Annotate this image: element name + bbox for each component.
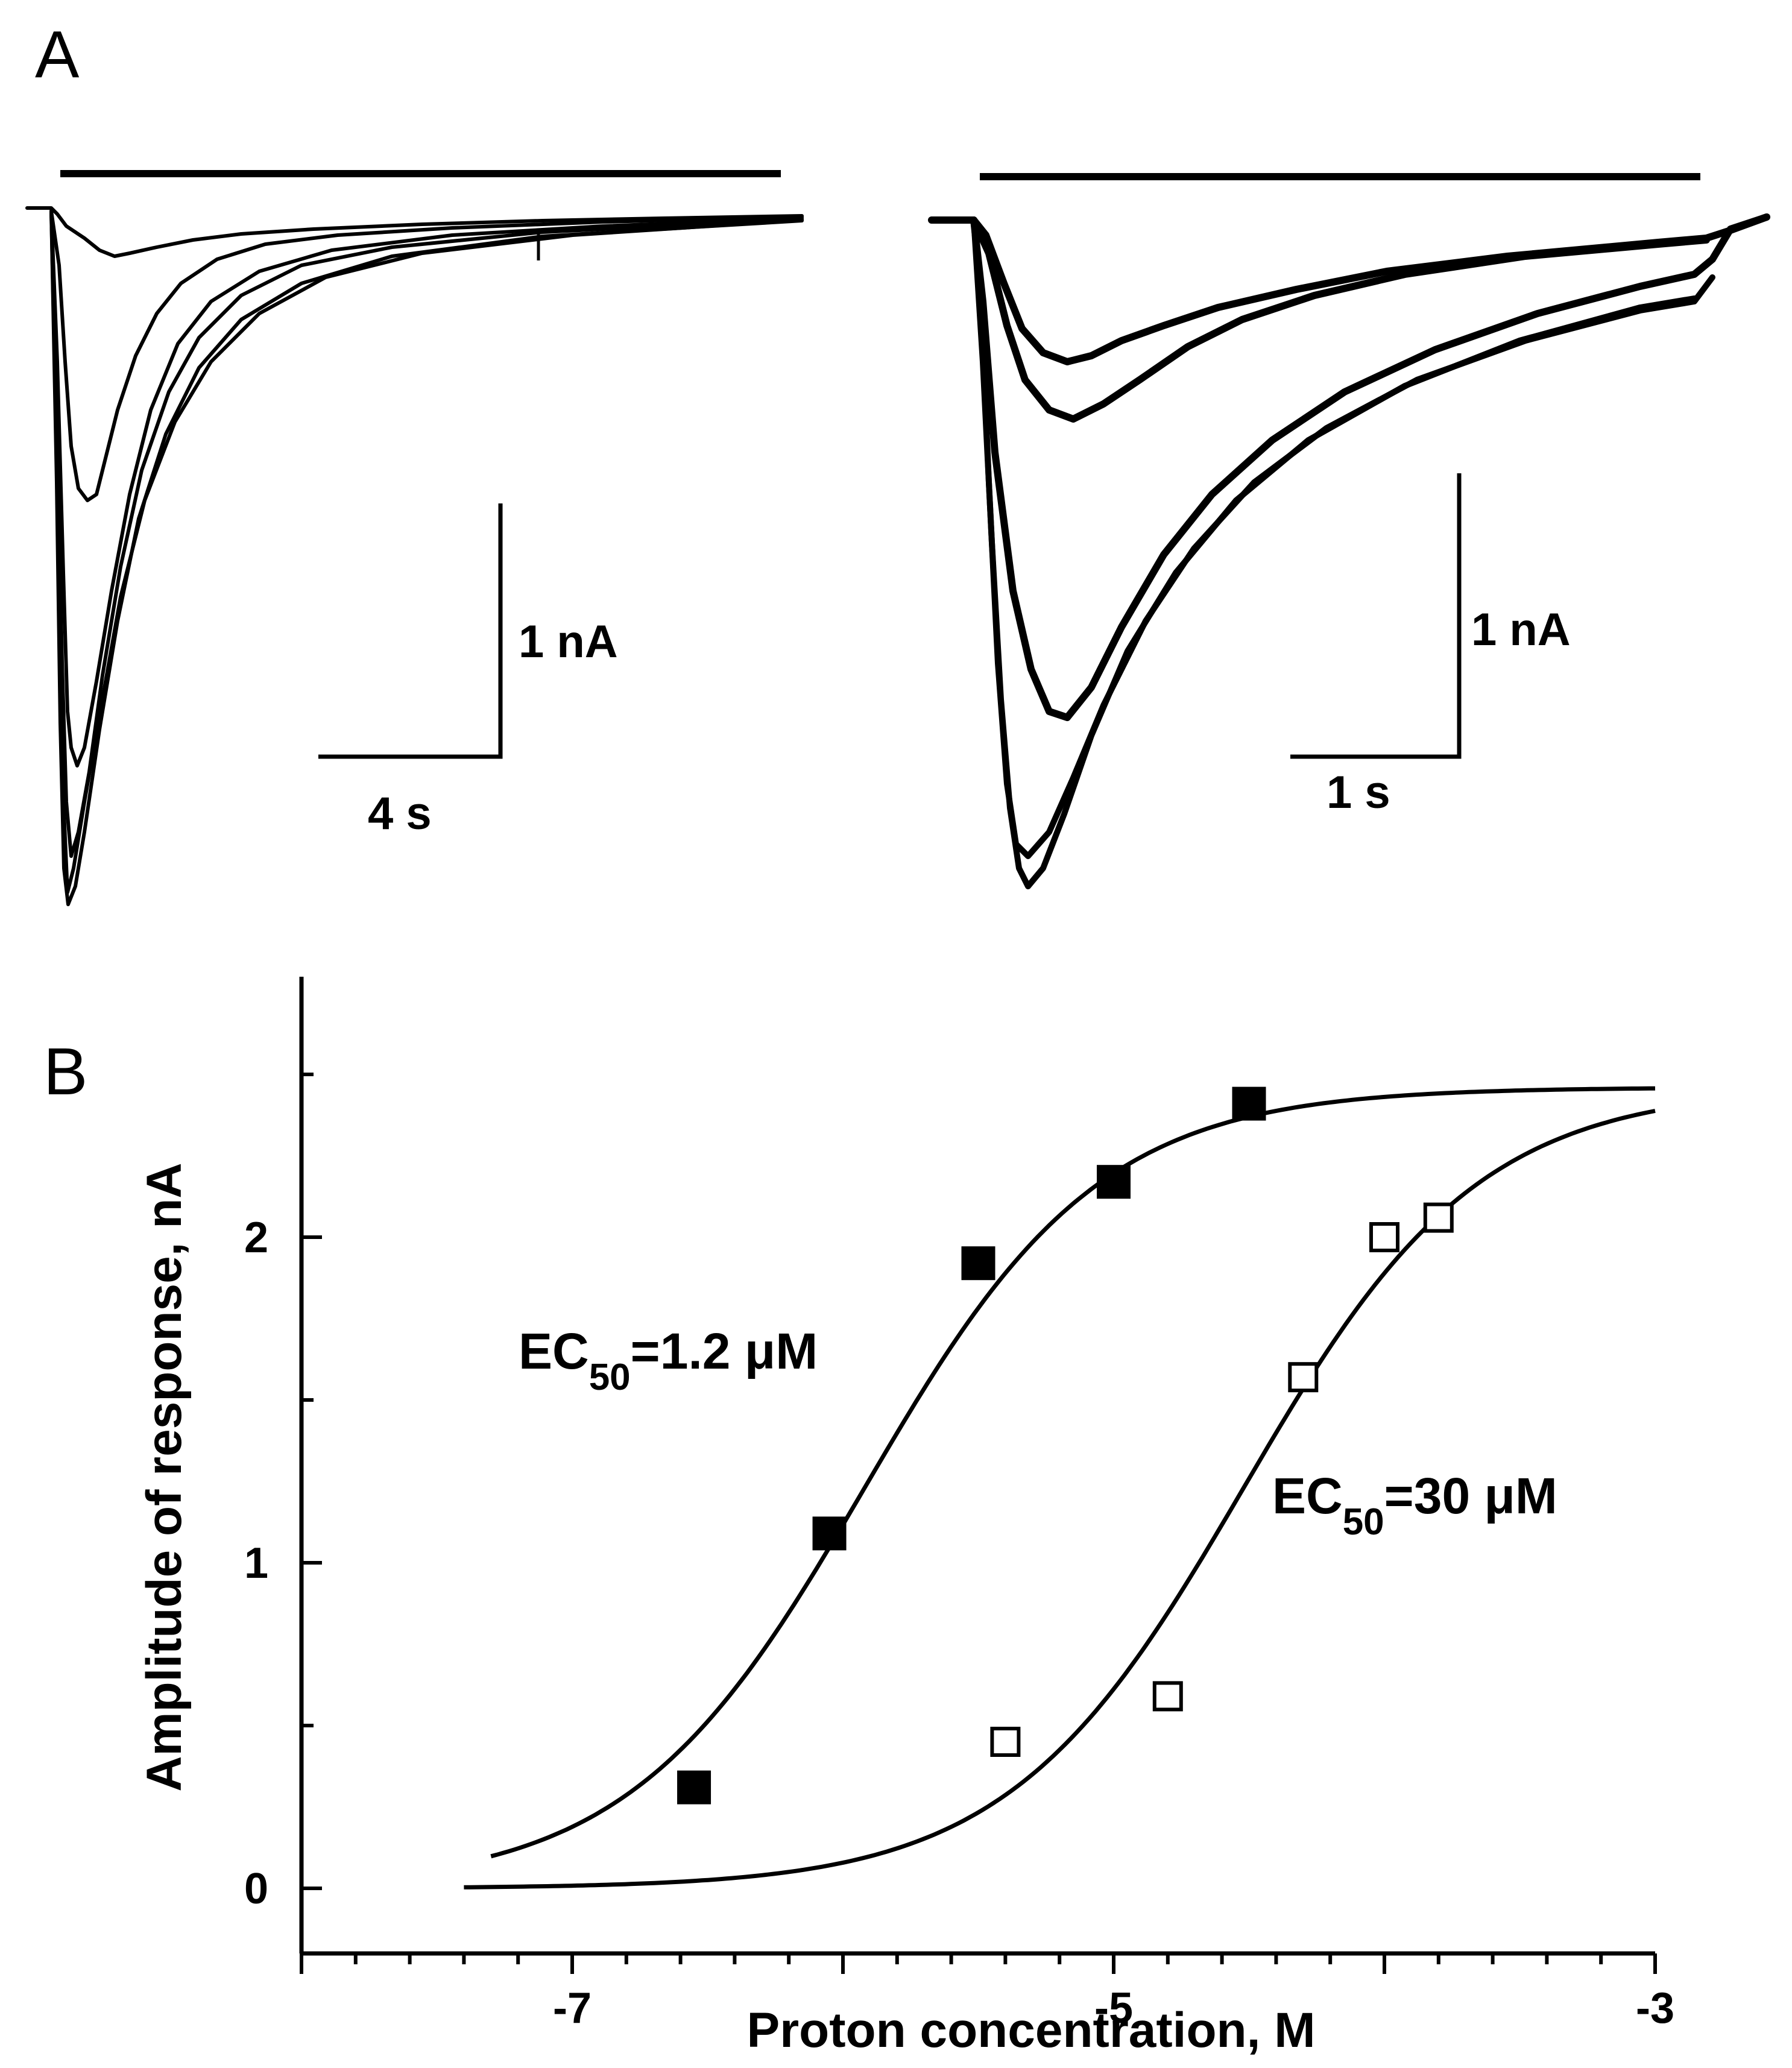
left-scale-bar <box>318 503 503 759</box>
left-trace-6 <box>49 209 804 894</box>
y-tick-label: 0 <box>244 1865 268 1913</box>
right-scale-bar <box>1290 473 1462 759</box>
panel-a-letter: A <box>35 17 80 92</box>
panel-a-right-traces: 1 nA 1 s <box>928 173 1770 889</box>
x-ticks <box>300 1953 1657 1974</box>
ec50-label-open: EC50=30 μM <box>1272 1467 1557 1543</box>
filled-square-point <box>677 1770 711 1805</box>
fit-curves <box>464 1086 1656 1890</box>
fit-curve-filled <box>490 1086 1656 1859</box>
open-square-point <box>1152 1681 1183 1712</box>
right-trace-2 <box>970 216 1710 423</box>
x-tick-label: -5 <box>1094 1984 1133 2032</box>
x-tick-label: -3 <box>1636 1984 1674 2032</box>
filled-square-point <box>812 1516 847 1551</box>
open-square-point <box>990 1727 1021 1757</box>
filled-square-point <box>1097 1165 1131 1199</box>
y-tick-labels: 0 1 2 <box>244 1214 268 1913</box>
y-tick-label: 2 <box>244 1214 268 1262</box>
ec50-annotations: EC50=1.2 μM EC50=30 μM <box>519 1323 1557 1543</box>
right-trace-5 <box>971 217 1697 889</box>
fit-curve-open <box>464 1109 1656 1890</box>
left-scale-time-label: 4 s <box>368 788 432 839</box>
y-tick-label: 1 <box>244 1539 268 1587</box>
x-tick-label: -7 <box>553 1984 592 2032</box>
panel-b-letter: B <box>43 1035 87 1109</box>
x-tick-labels: -7 -5 -3 <box>553 1984 1674 2032</box>
left-trace-2 <box>49 209 804 502</box>
left-trace-1 <box>25 206 804 258</box>
right-trace-3 <box>970 213 1770 721</box>
left-trace-3 <box>49 209 804 768</box>
x-axis-title: Proton concentration, M <box>747 2003 1316 2058</box>
y-axis-title: Amplitude of response, nA <box>137 1162 192 1791</box>
filled-square-point <box>1232 1086 1266 1121</box>
ec50-label-filled: EC50=1.2 μM <box>519 1323 818 1398</box>
panel-a-left-traces: 1 nA 4 s <box>25 170 804 906</box>
open-square-point <box>1423 1202 1454 1233</box>
y-ticks <box>301 1073 322 1890</box>
dose-response-chart: 0 1 2 -7 -5 -3 EC50=1.2 μM EC50=30 μM Amplitu… <box>137 977 1674 2058</box>
left-scale-current-label: 1 nA <box>519 616 618 667</box>
right-scale-current-label: 1 nA <box>1471 604 1571 655</box>
left-trace-4 <box>49 209 804 858</box>
open-square-point <box>1288 1362 1319 1393</box>
filled-square-point <box>961 1246 995 1281</box>
right-scale-time-label: 1 s <box>1327 767 1390 818</box>
data-markers <box>677 1086 1454 1805</box>
open-square-point <box>1369 1222 1399 1252</box>
